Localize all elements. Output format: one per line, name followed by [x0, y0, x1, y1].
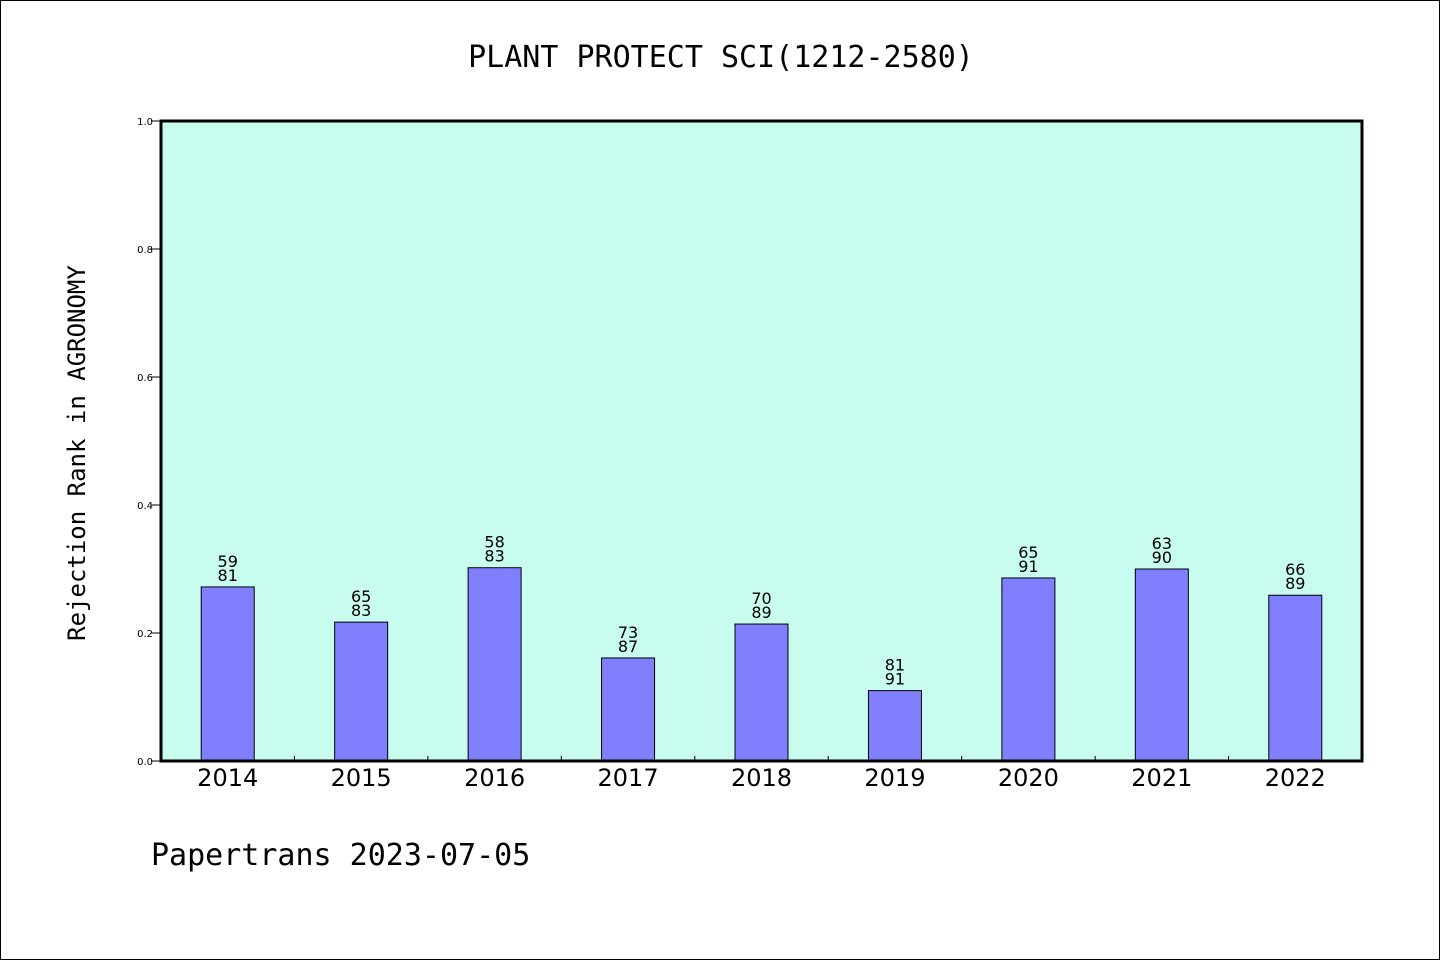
x-tick-label-2016: 2016 — [464, 764, 525, 792]
bar-label-top-2018: 70 — [751, 589, 771, 608]
bar-label-top-2020: 65 — [1018, 543, 1038, 562]
x-tick-label-2015: 2015 — [331, 764, 392, 792]
bar-label-bottom-2015: 83 — [351, 601, 371, 620]
bar-label-bottom-2017: 87 — [618, 637, 638, 656]
x-tick-label-2022: 2022 — [1265, 764, 1326, 792]
y-tick-label-0.4: 0.4 — [137, 501, 153, 512]
y-tick-label-0.0: 0.0 — [137, 757, 153, 768]
bar-2022 — [1268, 594, 1323, 762]
y-tick-label-0.6: 0.6 — [137, 373, 153, 384]
y-tick-label-0.8: 0.8 — [137, 245, 153, 256]
bar-label-bottom-2016: 83 — [484, 547, 504, 566]
bar-label-bottom-2018: 89 — [751, 603, 771, 622]
bar-label-bottom-2014: 81 — [218, 566, 238, 585]
bar-label-top-2015: 65 — [351, 587, 371, 606]
bar-label-bottom-2020: 91 — [1018, 557, 1038, 576]
bar-2017 — [601, 657, 656, 762]
footer-credit: Papertrans 2023-07-05 — [151, 838, 530, 873]
y-axis-label: Rejection Rank in AGRONOMY — [63, 265, 91, 641]
x-tick-label-2017: 2017 — [598, 764, 659, 792]
bar-label-bottom-2021: 90 — [1152, 548, 1172, 567]
x-tick-label-2020: 2020 — [998, 764, 1059, 792]
bar-2019 — [867, 690, 922, 762]
bar-2018 — [734, 623, 789, 762]
ticks-group: 2014 2015 2016 2017 2018 2019 2020 2021 2022 0.0 0… — [137, 117, 1326, 792]
bar-2021 — [1134, 568, 1189, 762]
bar-2020 — [1001, 577, 1056, 762]
bar-label-top-2022: 66 — [1285, 560, 1305, 579]
bar-label-top-2016: 58 — [484, 533, 504, 552]
bar-label-top-2017: 73 — [618, 623, 638, 642]
bar-2016 — [467, 567, 522, 762]
chart-title: PLANT PROTECT SCI(1212-2580) — [468, 40, 974, 75]
bar-2014 — [200, 586, 255, 762]
x-tick-label-2021: 2021 — [1131, 764, 1192, 792]
bar-label-top-2021: 63 — [1152, 534, 1172, 553]
bar-label-top-2014: 59 — [218, 552, 238, 571]
x-tick-label-2014: 2014 — [197, 764, 258, 792]
plot-border — [159, 119, 1364, 763]
y-tick-label-0.2: 0.2 — [137, 629, 153, 640]
x-tick-label-2018: 2018 — [731, 764, 792, 792]
bar-label-bottom-2019: 91 — [885, 670, 905, 689]
y-tick-label-1.0: 1.0 — [137, 117, 153, 128]
x-tick-label-2019: 2019 — [864, 764, 925, 792]
bar-2015 — [334, 621, 389, 762]
bar-label-bottom-2022: 89 — [1285, 574, 1305, 593]
bar-label-top-2019: 81 — [885, 656, 905, 675]
